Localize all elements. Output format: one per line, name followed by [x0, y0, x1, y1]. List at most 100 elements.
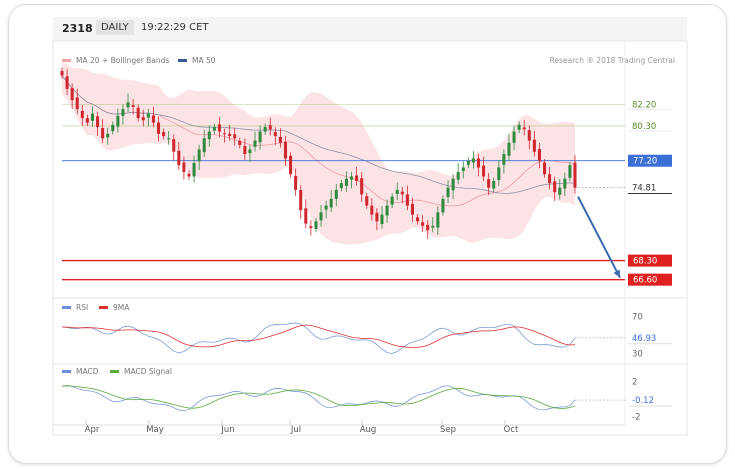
candle-body [238, 140, 242, 146]
candle-body [365, 196, 369, 206]
candle-body [537, 149, 541, 161]
candle-body [268, 125, 272, 130]
candle-body [141, 117, 145, 121]
candle-body [182, 162, 186, 172]
candle-body [446, 187, 450, 198]
level-label: 82.20 [632, 101, 656, 111]
candle-body [75, 97, 79, 110]
forecast-arrowhead [613, 269, 620, 278]
price-legend: MA 20 + Bollinger Bands MA 50 [62, 56, 216, 65]
candle-body [70, 88, 74, 101]
candle-body [410, 203, 414, 215]
candle-body [253, 140, 257, 147]
legend-swatch [99, 306, 108, 309]
period-button[interactable]: DAILY [96, 20, 134, 35]
candle-body [522, 127, 526, 130]
candle-body [497, 167, 501, 181]
legend-label: RSI [76, 303, 88, 312]
candle-body [329, 198, 333, 208]
candle-body [573, 162, 577, 188]
bollinger-band [62, 62, 575, 245]
candle-body [111, 124, 115, 132]
candle-body [461, 167, 465, 172]
candle-body [400, 191, 404, 195]
candle-body [360, 178, 364, 195]
candle-body [314, 221, 318, 229]
macd-line [61, 385, 576, 412]
legend-swatch [178, 59, 187, 62]
candle-body [563, 178, 567, 189]
candle-body [319, 212, 323, 221]
watermark: Research ® 2018 Trading Central [550, 56, 675, 65]
candle-body [309, 226, 313, 229]
candle-body [568, 165, 572, 178]
candle-body [202, 138, 206, 153]
candle-body [273, 132, 277, 137]
candle-body [405, 194, 409, 206]
candle-body [527, 130, 531, 141]
candle-body [482, 165, 486, 177]
candle-body [151, 115, 155, 123]
candle-body [217, 124, 221, 132]
candle-body [543, 162, 547, 175]
candle-body [60, 70, 64, 76]
candle-body [121, 109, 125, 116]
candle-body [456, 171, 460, 180]
candle-body [172, 139, 176, 152]
level-label: 80.30 [632, 122, 656, 132]
x-tick-label: Apr [85, 425, 100, 435]
candle-body [548, 174, 552, 184]
macd-tick-label: 2 [632, 378, 637, 388]
candle-body [344, 178, 348, 186]
candle-body [116, 115, 120, 127]
candle-body [476, 158, 481, 168]
candle-body [324, 205, 328, 210]
legend-label: MACD [76, 367, 99, 376]
candle-body [436, 212, 440, 228]
candle-body [466, 160, 470, 165]
ma50-line [61, 75, 576, 194]
legend-label: 9MA [113, 303, 130, 312]
candle-body [517, 124, 521, 130]
legend-swatch [62, 306, 71, 309]
candle-body [197, 149, 201, 162]
macd-last-label: -0.12 [632, 396, 654, 406]
plot-border [52, 40, 688, 436]
candle-body [101, 127, 105, 139]
candle-body [502, 154, 506, 165]
candle-body [349, 176, 354, 180]
candle-body [553, 181, 557, 193]
candle-body [283, 141, 288, 159]
candle-body [487, 179, 491, 188]
candle-body [228, 133, 232, 137]
rsi-line [61, 322, 576, 354]
candle-body [385, 205, 389, 216]
candle-body [299, 189, 303, 211]
level-label: 77.20 [633, 157, 657, 167]
candle-body [370, 205, 374, 215]
candle-body [187, 173, 191, 177]
candle-body [380, 214, 384, 225]
level-badge [628, 154, 672, 167]
legend-swatch [62, 59, 71, 62]
candle-body [258, 131, 262, 143]
candle-body [106, 133, 110, 138]
last-price-label: 74.81 [632, 184, 656, 194]
x-tick-label: Oct [504, 425, 519, 435]
level-badge [628, 273, 672, 286]
candle-body [167, 138, 171, 140]
candle-body [126, 102, 130, 108]
symbol-label: 2318 [62, 22, 93, 35]
candle-body [177, 150, 181, 166]
candle-body [334, 189, 338, 199]
candle-body [355, 175, 359, 181]
candle-body [212, 127, 216, 131]
candle-body [96, 116, 100, 128]
x-tick-label: Jul [290, 425, 301, 435]
candle-body [339, 183, 343, 189]
candle-body [233, 134, 237, 139]
candle-body [248, 149, 252, 154]
candle-body [136, 107, 140, 119]
macd-signal-line [61, 385, 576, 409]
candle-body [263, 127, 267, 132]
